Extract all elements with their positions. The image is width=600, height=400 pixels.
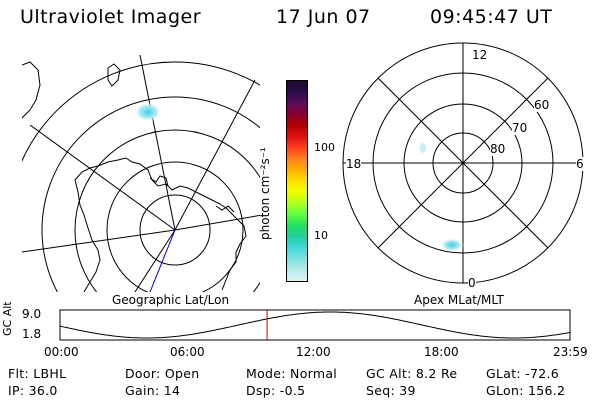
- date-label: 17 Jun 07: [276, 6, 371, 28]
- colorbar-tick-10: 10: [314, 229, 328, 242]
- instrument-title: Ultraviolet Imager: [20, 6, 202, 28]
- aurora-blob-polar: [440, 238, 464, 252]
- glon-info: GLon: 156.2: [486, 383, 566, 398]
- mlt-label-6: 6: [576, 157, 584, 171]
- colorbar-tick-100: 100: [314, 141, 335, 154]
- door-info: Door: Open: [125, 366, 200, 381]
- mode-info: Mode: Normal: [246, 366, 338, 381]
- seq-info: Seq: 39: [366, 383, 416, 398]
- mlt-label-18: 18: [346, 157, 362, 171]
- geographic-label: Geographic Lat/Lon: [112, 293, 230, 307]
- aurora-blob-geo: [134, 102, 162, 122]
- mlat-label-60: 60: [534, 98, 550, 112]
- xtick-2359: 23:59: [553, 345, 588, 359]
- xtick-1800: 18:00: [424, 345, 459, 359]
- satellite-track: [149, 229, 176, 293]
- mlt-label-12: 12: [472, 48, 488, 62]
- colorbar: [286, 80, 308, 282]
- mlt-label-0: 0: [468, 276, 476, 290]
- flt-info: Flt: LBHL: [8, 366, 67, 381]
- altitude-curve: [59, 311, 571, 339]
- xtick-0600: 06:00: [170, 345, 205, 359]
- mlat-label-70: 70: [512, 121, 528, 135]
- time-label: 09:45:47 UT: [430, 6, 553, 28]
- altitude-ytick-bottom: 1.8: [22, 327, 42, 341]
- altitude-ytick-top: 9.0: [22, 307, 42, 321]
- xtick-0000: 00:00: [44, 345, 79, 359]
- xtick-1200: 12:00: [296, 345, 331, 359]
- aurora-blob-polar-small: [420, 143, 426, 153]
- apex-label: Apex MLat/MLT: [414, 293, 504, 307]
- ip-info: IP: 36.0: [8, 383, 58, 398]
- gain-info: Gain: 14: [125, 383, 181, 398]
- mlat-label-80: 80: [490, 142, 506, 156]
- dsp-info: Dsp: -0.5: [246, 383, 306, 398]
- glat-info: GLat: -72.6: [486, 366, 560, 381]
- gcalt-info: GC Alt: 8.2 Re: [366, 366, 458, 381]
